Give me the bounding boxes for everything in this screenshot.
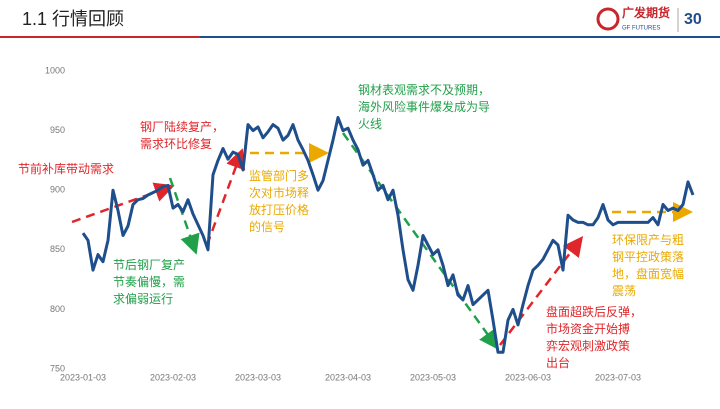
annotation: 放打压价格 — [249, 202, 309, 217]
arrows — [71, 132, 693, 351]
x-tick-label: 2023-05-03 — [410, 372, 456, 382]
y-tick-label: 900 — [50, 185, 65, 195]
annotation: 环保限产与粗 — [612, 233, 684, 247]
logo: 广发期货 GF FUTURES 30 — [596, 5, 702, 32]
y-tick-label: 750 — [50, 363, 65, 373]
y-tick-label: 850 — [50, 244, 65, 254]
logo-mark — [596, 7, 620, 31]
annotation: 节前补库带动需求 — [18, 161, 114, 176]
arrow — [205, 148, 246, 246]
y-tick-label: 950 — [50, 125, 65, 135]
annotation: 盘面超跌后反弹， — [546, 304, 642, 319]
x-tick-label: 2023-06-03 — [505, 372, 551, 382]
x-tick-label: 2023-03-03 — [235, 372, 281, 382]
x-tick-label: 2023-04-03 — [325, 372, 371, 382]
annotation: 次对市场释 — [249, 185, 309, 200]
annotation: 需求环比修复 — [140, 136, 212, 151]
annotation: 求偏弱运行 — [113, 291, 173, 306]
annotation: 的信号 — [249, 219, 285, 234]
annotation: 市场资金开始搏 — [546, 321, 630, 336]
y-tick-label: 800 — [50, 304, 65, 314]
annotation: 海外风险事件爆发成为导 — [358, 99, 490, 114]
logo-sub: GF FUTURES — [622, 26, 660, 32]
arrow — [71, 182, 175, 224]
annotation: 火线 — [358, 117, 382, 131]
annotation: 出台 — [546, 355, 570, 370]
arrow — [341, 132, 499, 351]
slide-title: 1.1 行情回顾 — [22, 9, 124, 29]
price-line — [81, 116, 695, 354]
arrow — [168, 177, 200, 255]
x-tick-label: 2023-07-03 — [595, 372, 641, 382]
arrow — [499, 236, 584, 346]
x-tick-label: 2023-01-03 — [60, 372, 106, 382]
annotation: 节奏偏慢，需 — [113, 274, 185, 289]
annotation: 钢厂陆续复产， — [140, 119, 224, 134]
x-tick-label: 2023-02-03 — [150, 372, 196, 382]
annotation: 钢材表观需求不及预期， — [358, 83, 490, 97]
annotation: 监管部门多 — [249, 168, 309, 183]
annotation: 节后钢厂复产 — [113, 258, 185, 272]
annotation: 钢平控政策落 — [612, 250, 684, 264]
annotation: 地，盘面宽幅 — [612, 266, 684, 281]
logo-name: 广发期货 — [622, 5, 670, 20]
y-tick-label: 1000 — [45, 65, 65, 75]
annotation: 震荡 — [612, 284, 636, 298]
logo-30: 30 — [684, 11, 702, 28]
annotation: 弈宏观刺激政策 — [546, 338, 630, 353]
